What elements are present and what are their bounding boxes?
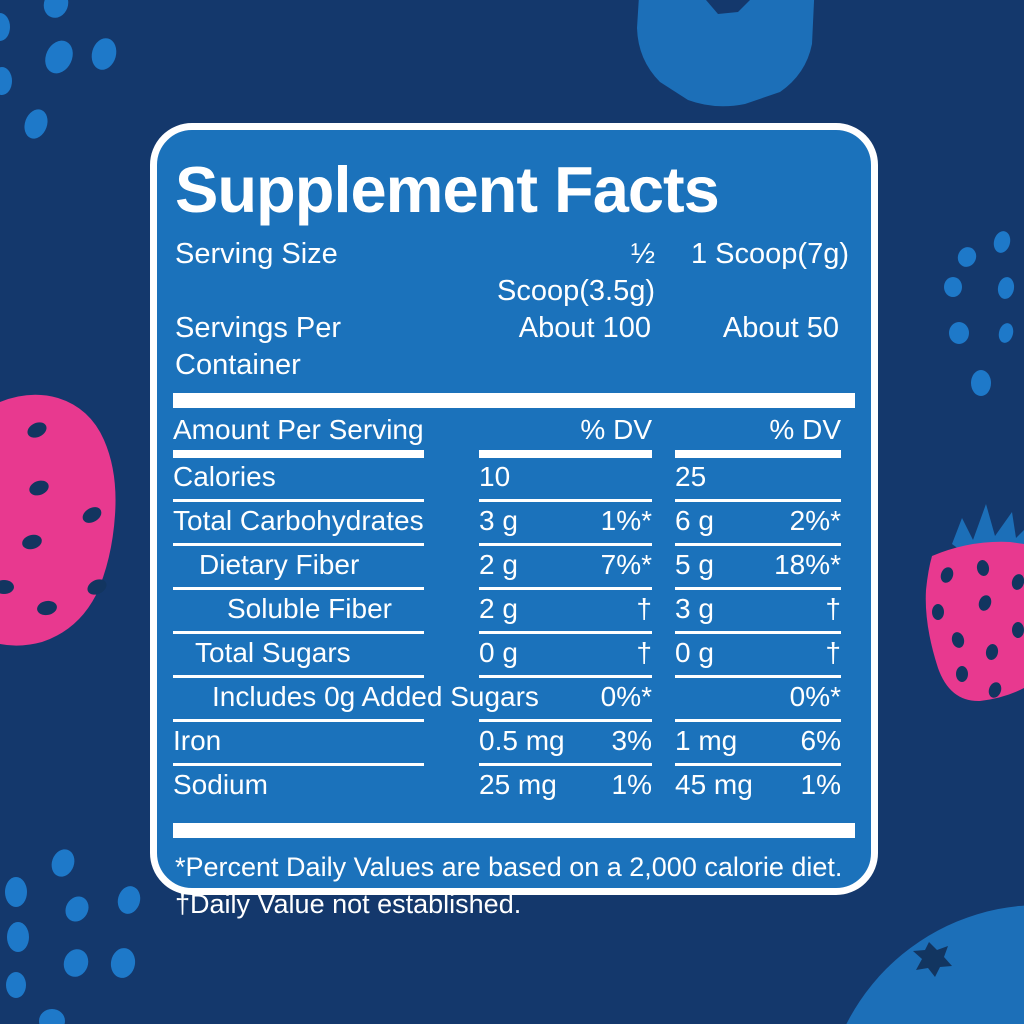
table-row-calories: Calories 10 25 (173, 458, 855, 502)
facts-table: Amount Per Serving % DV % DV Calories 10… (173, 408, 855, 810)
table-row-added-sugars: Includes 0g Added Sugars 0%* 0%* (173, 678, 855, 722)
dv-header-col2: % DV (675, 414, 841, 458)
table-row-iron: Iron 0.5 mg 3% 1 mg 6% (173, 722, 855, 766)
berry-dots-bottom-left-icon (5, 849, 141, 1024)
divider-bar-bottom (173, 823, 855, 838)
serving-info: Serving Size ½ Scoop(3.5g) 1 Scoop(7g) S… (175, 236, 855, 384)
panel-title: Supplement Facts (175, 153, 720, 226)
footnote-dagger: †Daily Value not established. (175, 889, 522, 919)
servings-per-container-label: Servings Per Container (175, 312, 342, 381)
servings-per-container-half-scoop: About 100 (518, 312, 651, 344)
serving-size-one-scoop: 1 Scoop(7g) (691, 238, 849, 270)
supplement-facts-panel: Supplement Facts Serving Size ½ Scoop(3.… (150, 123, 878, 919)
servings-per-container-one-scoop: About 50 (722, 312, 839, 344)
table-row-total-carbohydrates: Total Carbohydrates 3 g 1%* 6 g 2%* (173, 502, 855, 546)
berry-dots-right-icon (944, 231, 1015, 396)
strawberry-right-icon (925, 504, 1024, 702)
table-row-dietary-fiber: Dietary Fiber 2 g 7%* 5 g 18%* (173, 546, 855, 590)
blueberry-bottom-right-icon (846, 905, 1024, 1024)
footnotes: *Percent Daily Values are based on a 2,0… (175, 849, 855, 923)
table-row-total-sugars: Total Sugars 0 g † 0 g † (173, 634, 855, 678)
dv-header-col1: % DV (479, 414, 652, 458)
blueberry-top-icon (637, 0, 815, 107)
strawberry-left-icon (0, 394, 116, 646)
amount-per-serving-header: Amount Per Serving (173, 414, 424, 458)
table-row-sodium: Sodium 25 mg 1% 45 mg 1% (173, 769, 841, 800)
divider-bar-top (173, 393, 855, 408)
table-row-soluble-fiber: Soluble Fiber 2 g † 3 g † (173, 590, 855, 634)
table-header-row: Amount Per Serving % DV % DV (173, 408, 855, 458)
serving-size-label: Serving Size (175, 238, 338, 270)
berry-dots-top-left-icon (0, 0, 117, 139)
footnote-percent-dv: *Percent Daily Values are based on a 2,0… (175, 852, 843, 882)
serving-size-half-scoop: ½ Scoop(3.5g) (497, 238, 655, 307)
